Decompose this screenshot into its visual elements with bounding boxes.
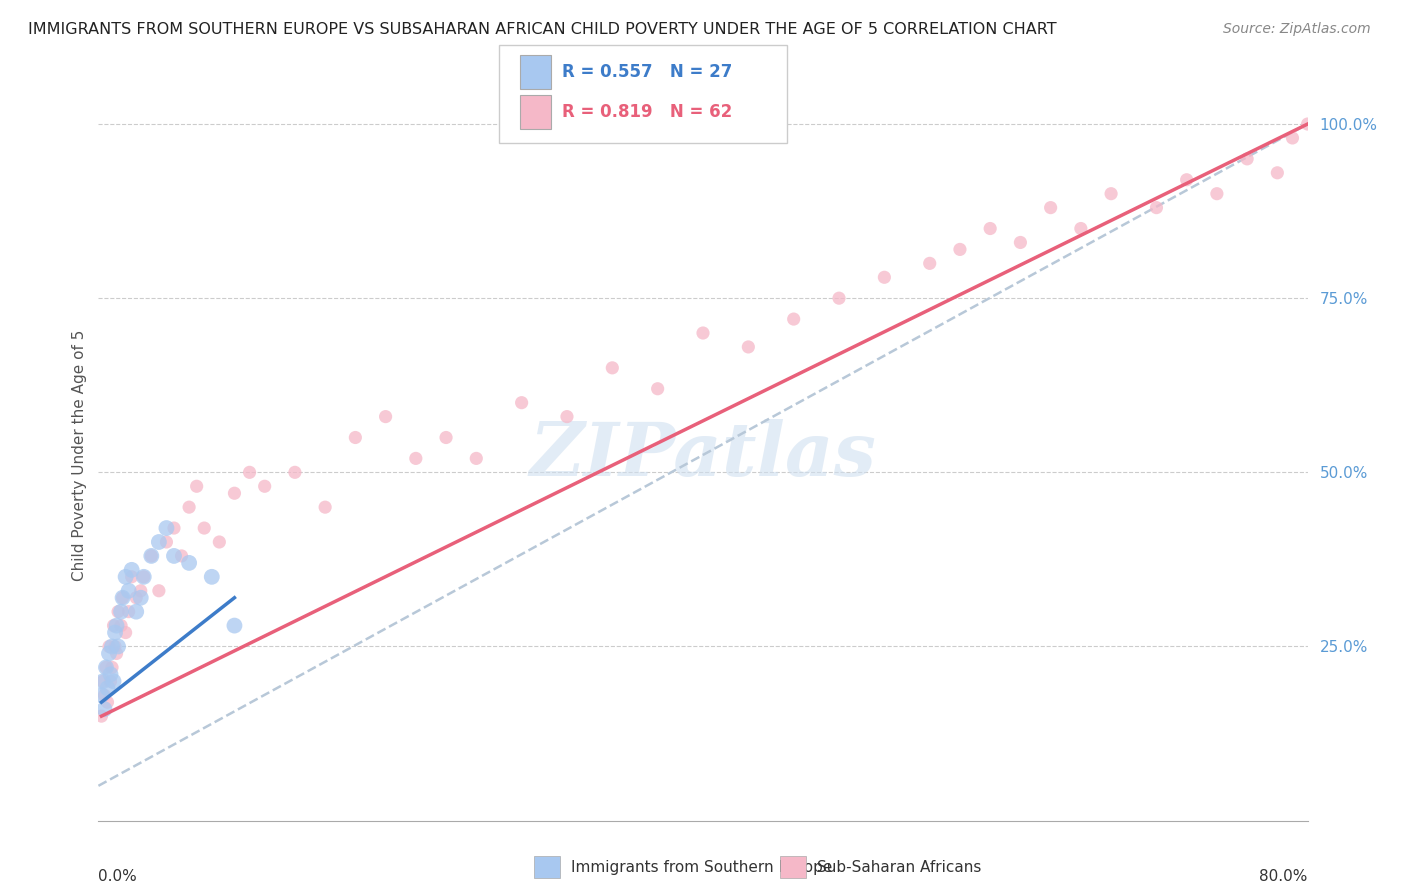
Point	[103, 674, 125, 689]
Point	[405, 451, 427, 466]
Point	[465, 451, 488, 466]
Point	[374, 409, 396, 424]
Point	[783, 312, 806, 326]
Point	[118, 605, 141, 619]
Text: 0.0%: 0.0%	[98, 870, 138, 884]
Text: 80.0%: 80.0%	[1260, 870, 1308, 884]
Point	[979, 221, 1001, 235]
Point	[344, 430, 367, 444]
Point	[98, 647, 121, 661]
Point	[114, 570, 136, 584]
Point	[163, 549, 186, 563]
Point	[132, 570, 155, 584]
Point	[179, 500, 201, 515]
Point	[647, 382, 669, 396]
Point	[602, 360, 624, 375]
Point	[93, 702, 115, 716]
Point	[1236, 152, 1258, 166]
Point	[103, 618, 125, 632]
Point	[510, 395, 533, 409]
Point	[110, 605, 132, 619]
Point	[118, 583, 141, 598]
Point	[148, 535, 170, 549]
Point	[141, 549, 163, 563]
Point	[208, 535, 231, 549]
Point	[1070, 221, 1092, 235]
Text: Sub-Saharan Africans: Sub-Saharan Africans	[817, 860, 981, 874]
Point	[1281, 131, 1303, 145]
Point	[141, 549, 163, 563]
Point	[1296, 117, 1319, 131]
Point	[129, 591, 152, 605]
Point	[186, 479, 208, 493]
Point	[1010, 235, 1032, 250]
Point	[121, 563, 143, 577]
Text: Immigrants from Southern Europe: Immigrants from Southern Europe	[571, 860, 832, 874]
Point	[224, 618, 246, 632]
Point	[101, 660, 124, 674]
Point	[105, 618, 128, 632]
Point	[98, 640, 121, 654]
Point	[107, 640, 129, 654]
Point	[96, 695, 118, 709]
Point	[121, 570, 143, 584]
Point	[239, 466, 262, 480]
Point	[94, 660, 117, 674]
Point	[1146, 201, 1168, 215]
Point	[94, 660, 117, 674]
Point	[125, 605, 148, 619]
Point	[873, 270, 896, 285]
Point	[93, 688, 115, 702]
Point	[828, 291, 851, 305]
Text: R = 0.557   N = 27: R = 0.557 N = 27	[562, 63, 733, 81]
Point	[132, 570, 155, 584]
Point	[101, 640, 124, 654]
Point	[111, 591, 134, 605]
Point	[100, 674, 122, 689]
Point	[100, 667, 122, 681]
Point	[224, 486, 246, 500]
Point	[1039, 201, 1062, 215]
Point	[110, 618, 132, 632]
Point	[179, 556, 201, 570]
Point	[105, 647, 128, 661]
Text: R = 0.819   N = 62: R = 0.819 N = 62	[562, 103, 733, 121]
Point	[155, 535, 177, 549]
Point	[114, 625, 136, 640]
Point	[111, 591, 134, 605]
Point	[949, 243, 972, 257]
Point	[555, 409, 578, 424]
Point	[170, 549, 193, 563]
Text: ZIPatlas: ZIPatlas	[530, 418, 876, 491]
Point	[201, 570, 224, 584]
Point	[692, 326, 714, 340]
Point	[91, 674, 114, 689]
Point	[129, 583, 152, 598]
Point	[1175, 173, 1198, 187]
Point	[1099, 186, 1122, 201]
Text: IMMIGRANTS FROM SOUTHERN EUROPE VS SUBSAHARAN AFRICAN CHILD POVERTY UNDER THE AG: IMMIGRANTS FROM SOUTHERN EUROPE VS SUBSA…	[28, 22, 1057, 37]
Point	[155, 521, 177, 535]
Point	[253, 479, 276, 493]
Point	[125, 591, 148, 605]
Point	[1267, 166, 1289, 180]
Point	[90, 709, 112, 723]
Y-axis label: Child Poverty Under the Age of 5: Child Poverty Under the Age of 5	[72, 329, 87, 581]
Point	[90, 688, 112, 702]
Point	[107, 605, 129, 619]
Text: Source: ZipAtlas.com: Source: ZipAtlas.com	[1223, 22, 1371, 37]
Point	[104, 640, 127, 654]
Point	[193, 521, 215, 535]
Point	[148, 583, 170, 598]
Point	[1206, 186, 1229, 201]
Point	[284, 466, 307, 480]
Point	[104, 625, 127, 640]
Point	[163, 521, 186, 535]
Point	[314, 500, 336, 515]
Point	[918, 256, 941, 270]
Point	[91, 674, 114, 689]
Point	[737, 340, 759, 354]
Point	[434, 430, 457, 444]
Point	[96, 681, 118, 696]
